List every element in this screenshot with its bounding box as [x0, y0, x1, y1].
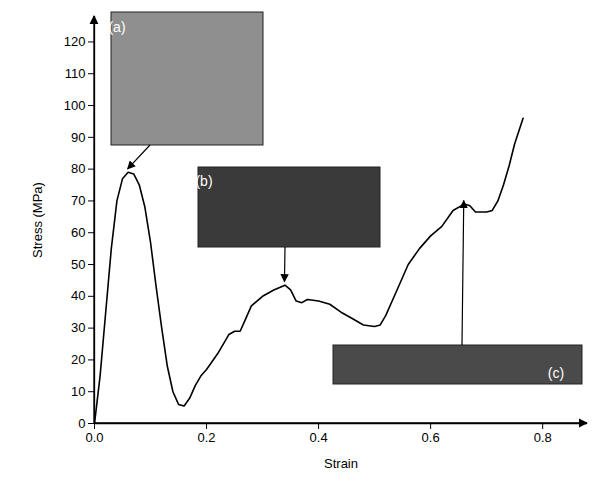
- svg-text:(c): (c): [548, 365, 564, 381]
- svg-text:Strain: Strain: [324, 456, 358, 471]
- svg-text:20: 20: [71, 352, 85, 367]
- svg-text:(a): (a): [108, 19, 125, 35]
- svg-text:(b): (b): [195, 173, 212, 189]
- svg-text:50: 50: [71, 257, 85, 272]
- svg-text:110: 110: [65, 66, 86, 81]
- svg-text:0.8: 0.8: [534, 430, 552, 445]
- svg-text:100: 100: [64, 98, 86, 113]
- svg-text:120: 120: [64, 34, 86, 49]
- svg-text:10: 10: [71, 384, 85, 399]
- svg-text:0.2: 0.2: [198, 430, 216, 445]
- svg-text:90: 90: [71, 129, 85, 144]
- svg-text:0.4: 0.4: [310, 430, 328, 445]
- svg-text:0.6: 0.6: [422, 430, 440, 445]
- svg-text:0: 0: [78, 416, 85, 431]
- svg-text:30: 30: [71, 320, 85, 335]
- svg-text:70: 70: [71, 193, 85, 208]
- svg-text:80: 80: [71, 161, 85, 176]
- svg-text:60: 60: [71, 225, 85, 240]
- svg-text:Stress (MPa): Stress (MPa): [30, 182, 45, 258]
- svg-text:40: 40: [71, 288, 85, 303]
- svg-text:0.0: 0.0: [85, 430, 103, 445]
